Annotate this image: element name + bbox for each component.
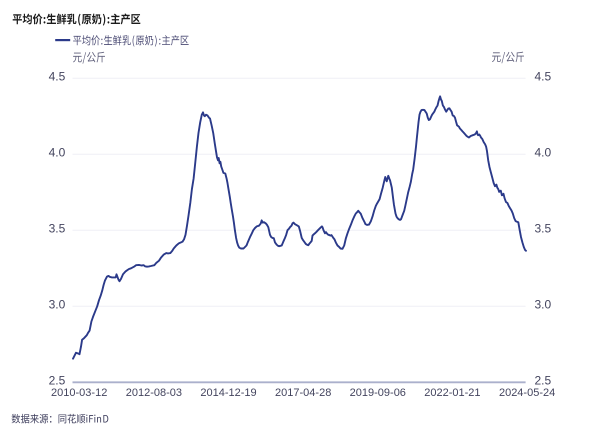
- svg-text:2022-01-21: 2022-01-21: [424, 387, 480, 399]
- svg-text:4.0: 4.0: [535, 146, 552, 160]
- svg-text:4.0: 4.0: [49, 146, 66, 160]
- svg-text:3.0: 3.0: [49, 298, 66, 312]
- svg-text:3.5: 3.5: [535, 222, 552, 236]
- svg-text:2010-03-12: 2010-03-12: [51, 387, 107, 399]
- svg-text:2.5: 2.5: [49, 374, 66, 388]
- svg-text:4.5: 4.5: [49, 70, 66, 84]
- svg-text:4.5: 4.5: [535, 70, 552, 84]
- svg-text:2012-08-03: 2012-08-03: [126, 387, 182, 399]
- svg-text:3.5: 3.5: [49, 222, 66, 236]
- svg-text:3.0: 3.0: [535, 298, 552, 312]
- svg-text:2.5: 2.5: [535, 374, 552, 388]
- svg-text:2019-09-06: 2019-09-06: [350, 387, 406, 399]
- svg-text:2017-04-28: 2017-04-28: [275, 387, 331, 399]
- svg-text:2014-12-19: 2014-12-19: [200, 387, 256, 399]
- svg-text:2024-05-24: 2024-05-24: [499, 387, 555, 399]
